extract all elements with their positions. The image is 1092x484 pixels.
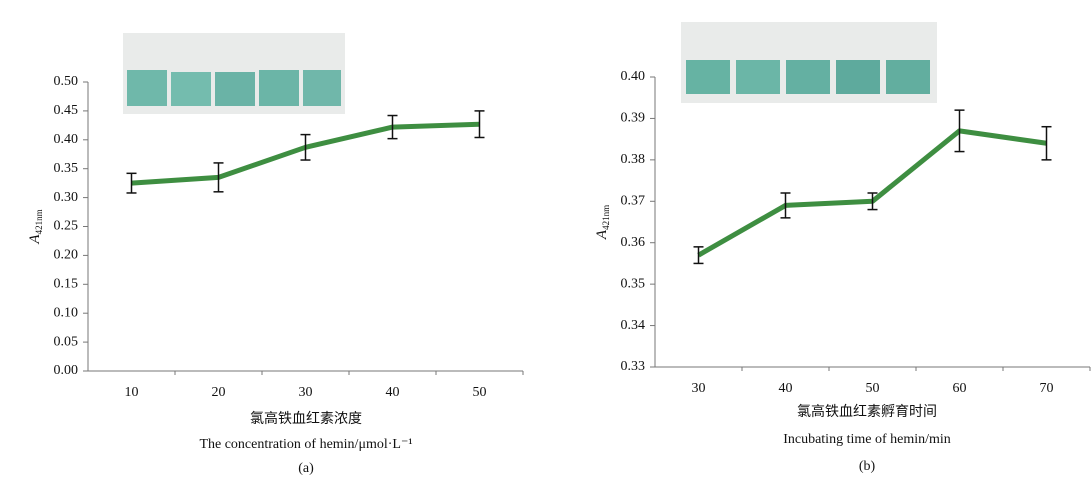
y-tick-label: 0.38 [621,152,646,167]
error-bar [126,172,137,194]
y-tick-label: 0.35 [621,276,646,291]
y-label-sub: 421nm [34,209,44,234]
y-tick-label: 0.50 [54,74,79,89]
y-label-main: A [27,234,43,245]
y-axis-label: A421nm [594,205,611,240]
x-tick-label: 40 [386,385,400,400]
y-axis-label: A421nm [27,209,44,244]
x-tick-label: 30 [299,385,313,400]
error-bar [867,192,878,211]
y-tick-label: 0.05 [54,334,79,349]
error-bar [954,109,965,153]
y-tick-label: 0.00 [54,363,79,378]
photo-b [681,22,937,103]
panel-label: (a) [298,461,314,476]
error-bar [693,246,704,265]
y-tick-label: 0.40 [54,132,79,147]
y-label-main: A [594,229,610,240]
x-axis-label-cn: 氯高铁血红素浓度 [250,410,362,427]
y-tick-label: 0.37 [621,194,646,209]
y-tick-label: 0.45 [54,103,79,118]
error-bar [213,162,224,193]
x-tick-label: 70 [1040,381,1054,396]
x-tick-label: 60 [953,381,967,396]
error-bar [387,114,398,140]
x-tick-label: 10 [125,385,139,400]
x-tick-label: 40 [779,381,793,396]
y-tick-label: 0.15 [54,277,79,292]
photo-a [123,33,345,114]
error-bar [1041,125,1052,161]
y-tick-label: 0.10 [54,305,79,320]
y-tick-label: 0.33 [621,359,646,374]
y-tick-label: 0.20 [54,248,79,263]
y-tick-label: 0.30 [54,190,79,205]
y-label-sub: 421nm [601,205,611,230]
x-axis-label-en: The concentration of hemin/μmol·L⁻¹ [199,437,412,452]
error-bar [780,192,791,219]
y-tick-label: 0.34 [621,318,646,333]
x-tick-label: 50 [473,385,487,400]
x-axis-label-cn: 氯高铁血红素孵育时间 [797,403,937,420]
x-axis-label-en: Incubating time of hemin/min [783,432,951,447]
y-tick-label: 0.39 [621,111,646,126]
error-bar [474,110,485,139]
panel-label: (b) [859,459,876,474]
y-tick-label: 0.40 [621,69,646,84]
y-tick-label: 0.35 [54,161,79,176]
x-tick-label: 50 [866,381,880,396]
y-tick-label: 0.25 [54,219,79,234]
y-tick-label: 0.36 [621,235,646,250]
x-tick-label: 20 [212,385,226,400]
error-bar [300,133,311,161]
x-tick-label: 30 [692,381,706,396]
